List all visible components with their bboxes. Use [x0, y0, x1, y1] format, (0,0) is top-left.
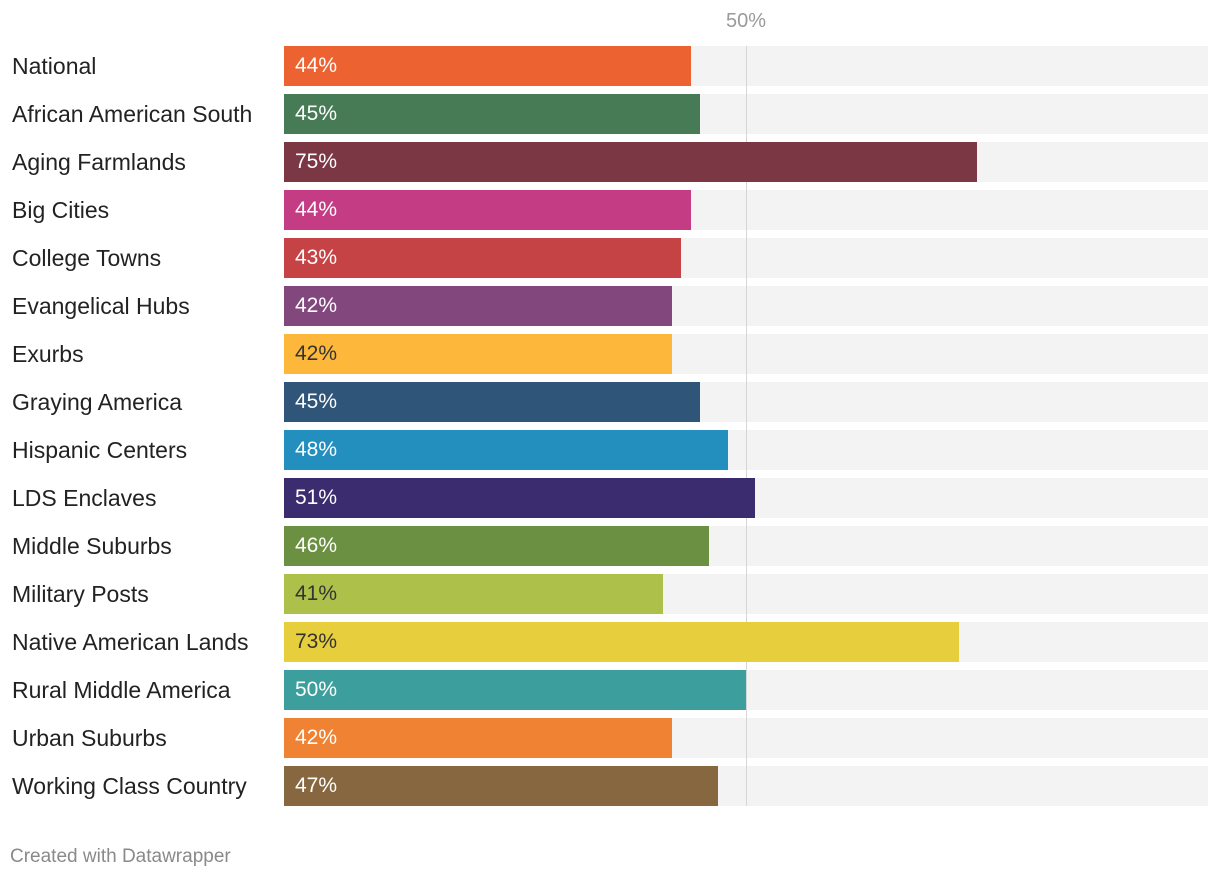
bar	[284, 382, 700, 422]
bar	[284, 478, 755, 518]
bar	[284, 334, 672, 374]
bar-value-label: 48%	[295, 438, 338, 461]
bar-value-label: 46%	[295, 534, 338, 557]
reference-line-label: 50%	[725, 10, 767, 32]
bar-value-label: 45%	[295, 102, 338, 125]
bar-value-label: 47%	[295, 774, 338, 797]
bar-value-label: 75%	[295, 150, 338, 173]
category-label: Big Cities	[12, 197, 110, 223]
bar-value-label: 42%	[295, 726, 338, 749]
category-label: Graying America	[12, 389, 183, 415]
category-label: Native American Lands	[12, 629, 249, 655]
category-label: National	[12, 53, 97, 79]
bar	[284, 766, 718, 806]
bar	[284, 286, 672, 326]
category-label: Middle Suburbs	[12, 533, 172, 559]
category-label: African American South	[12, 101, 253, 127]
bar-value-label: 50%	[295, 678, 338, 701]
bar-value-label: 41%	[295, 582, 338, 605]
bar-value-label: 45%	[295, 390, 338, 413]
bar-value-label: 42%	[295, 294, 338, 317]
bar	[284, 574, 663, 614]
category-label: LDS Enclaves	[12, 485, 157, 511]
bar	[284, 142, 977, 182]
bar	[284, 622, 959, 662]
bar-value-label: 43%	[295, 246, 338, 269]
category-label: Hispanic Centers	[12, 437, 188, 463]
bar	[284, 94, 700, 134]
category-label: Evangelical Hubs	[12, 293, 190, 319]
bar	[284, 190, 691, 230]
category-label: Exurbs	[12, 341, 84, 367]
bar-value-label: 44%	[295, 54, 338, 77]
bar-value-label: 42%	[295, 342, 338, 365]
bar-value-label: 51%	[295, 486, 338, 509]
bar	[284, 718, 672, 758]
bar	[284, 430, 728, 470]
reference-line	[746, 46, 747, 806]
category-label: Urban Suburbs	[12, 725, 167, 751]
category-label: Working Class Country	[12, 773, 247, 799]
bar-value-label: 44%	[295, 198, 338, 221]
bar-value-label: 73%	[295, 630, 338, 653]
category-label: Aging Farmlands	[12, 149, 186, 175]
bar	[284, 46, 691, 86]
category-label: College Towns	[12, 245, 162, 271]
bar	[284, 526, 709, 566]
category-label: Military Posts	[12, 581, 149, 607]
bar	[284, 670, 746, 710]
category-label: Rural Middle America	[12, 677, 231, 703]
datawrapper-credit: Created with Datawrapper	[10, 846, 231, 867]
bar	[284, 238, 681, 278]
